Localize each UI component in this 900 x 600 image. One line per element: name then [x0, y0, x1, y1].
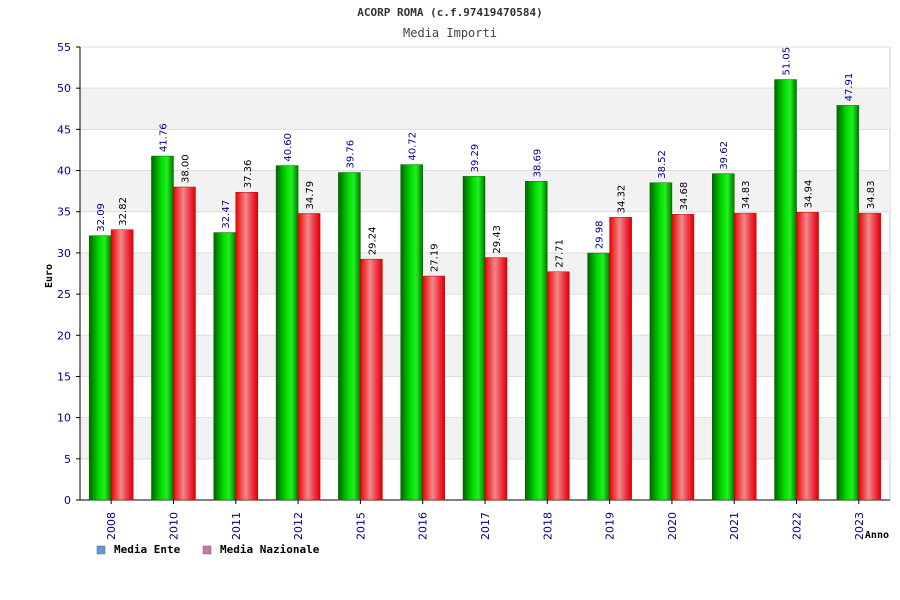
data-label: 34.83 [866, 180, 877, 209]
x-tick-label: 2015 [354, 512, 367, 540]
data-labels: 32.09 32.82 41.76 38.00 32.47 37.36 40.60 34.79… [96, 47, 877, 272]
data-label: 38.69 [532, 149, 543, 178]
legend-label-media-ente: Media Ente [114, 543, 181, 556]
legend: Media Ente Media Nazionale [96, 543, 320, 556]
legend-label-media-nazionale: Media Nazionale [220, 543, 320, 556]
y-tick-label: 30 [57, 247, 71, 260]
bar-media-ente-2023 [836, 105, 860, 501]
legend-swatch-media-nazionale [202, 545, 212, 555]
data-label: 40.72 [408, 132, 419, 161]
data-label: 29.24 [367, 227, 378, 256]
x-axis-ticks: 2008 2010 2011 2012 2015 2016 2017 2018 2019 2020… [105, 500, 866, 540]
x-tick-label: 2023 [853, 512, 866, 540]
data-label: 27.71 [554, 239, 565, 268]
data-label: 40.60 [283, 133, 294, 162]
data-label: 34.32 [617, 185, 628, 214]
x-tick-label: 2020 [666, 512, 679, 540]
data-label: 29.43 [492, 225, 503, 254]
data-label: 47.91 [844, 73, 855, 102]
y-tick-label: 15 [57, 370, 71, 383]
bar-media-ente-2017 [462, 176, 486, 501]
grid-band [80, 88, 890, 130]
bar-media-ente-2016 [400, 164, 423, 501]
data-label: 51.05 [782, 47, 793, 76]
bar-media-ente-2019 [587, 252, 610, 501]
data-label: 39.76 [345, 140, 356, 169]
bar-media-ente-2015 [338, 172, 361, 501]
data-label: 38.00 [180, 154, 191, 183]
data-label: 34.83 [741, 180, 752, 209]
x-tick-label: 2008 [105, 512, 118, 540]
y-tick-label: 10 [57, 412, 71, 425]
y-tick-label: 35 [57, 206, 71, 219]
y-tick-label: 55 [57, 41, 71, 54]
y-tick-label: 20 [57, 329, 71, 342]
data-label: 39.29 [470, 144, 481, 173]
data-label: 32.82 [118, 197, 129, 226]
bar-media-nazionale-2019 [609, 217, 632, 501]
data-label: 34.94 [804, 180, 815, 209]
bar-media-ente-2008 [88, 235, 112, 501]
data-label: 39.62 [719, 141, 730, 170]
chart-subtitle: Media Importi [403, 26, 497, 40]
bar-media-nazionale-2016 [422, 275, 445, 501]
data-label: 32.09 [96, 203, 107, 232]
bar-media-ente-2022 [774, 79, 797, 501]
data-label: 38.52 [657, 150, 668, 179]
y-tick-label: 45 [57, 123, 71, 136]
bar-media-nazionale-2023 [858, 212, 882, 501]
x-tick-label: 2012 [292, 512, 305, 540]
chart-title: ACORP ROMA (c.f.97419470584) [357, 6, 542, 19]
x-tick-label: 2011 [230, 512, 243, 540]
legend-swatch-media-ente [96, 545, 106, 555]
y-tick-label: 0 [64, 494, 71, 507]
bar-media-nazionale-2018 [547, 271, 570, 501]
data-label: 29.98 [595, 220, 606, 249]
bar-media-ente-2010 [151, 155, 174, 501]
y-tick-label: 5 [64, 453, 71, 466]
bar-media-ente-2018 [525, 181, 548, 501]
x-tick-label: 2022 [791, 512, 804, 540]
x-tick-label: 2019 [604, 512, 617, 540]
y-tick-label: 25 [57, 288, 71, 301]
x-tick-label: 2017 [479, 512, 492, 540]
x-tick-label: 2018 [541, 512, 554, 540]
data-label: 37.36 [243, 160, 254, 189]
y-axis-label: Euro [44, 264, 55, 288]
bar-media-nazionale-2010 [173, 186, 196, 501]
y-tick-label: 50 [57, 82, 71, 95]
bars [88, 79, 882, 501]
bar-media-ente-2012 [275, 165, 299, 501]
data-label: 32.47 [221, 200, 232, 229]
bar-media-nazionale-2022 [796, 211, 819, 501]
x-tick-label: 2010 [167, 512, 180, 540]
bar-media-nazionale-2021 [733, 212, 757, 501]
x-tick-label: 2021 [728, 512, 741, 540]
bar-media-nazionale-2012 [297, 213, 321, 501]
bar-media-nazionale-2008 [110, 229, 134, 501]
bar-media-nazionale-2020 [671, 214, 695, 501]
data-label: 27.19 [430, 243, 441, 272]
bar-media-nazionale-2011 [235, 192, 259, 501]
bar-media-ente-2020 [649, 182, 673, 501]
x-tick-label: 2016 [417, 512, 430, 540]
bar-media-nazionale-2017 [484, 257, 508, 501]
data-label: 34.79 [305, 181, 316, 210]
bar-media-ente-2021 [711, 173, 735, 501]
x-axis-label: Anno [865, 530, 889, 541]
bar-media-nazionale-2015 [360, 258, 383, 501]
data-label: 34.68 [679, 182, 690, 211]
y-tick-label: 40 [57, 165, 71, 178]
bar-media-ente-2011 [213, 232, 237, 501]
data-label: 41.76 [158, 123, 169, 152]
